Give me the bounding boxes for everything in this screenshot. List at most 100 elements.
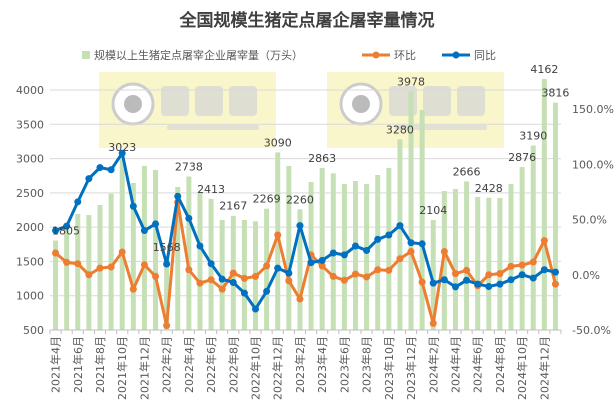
data-point	[518, 261, 526, 269]
bar	[397, 139, 403, 330]
bar	[75, 213, 81, 330]
data-label: 3280	[386, 123, 414, 136]
axes: 500 1000 1500 2000 2500 3000 3500 4000 -50.0% 0.0…	[16, 84, 614, 400]
data-point	[429, 319, 437, 327]
data-point	[218, 275, 226, 283]
data-point	[207, 276, 215, 284]
data-point	[463, 266, 471, 274]
data-point	[129, 202, 137, 210]
bar	[186, 176, 192, 330]
bar	[164, 256, 170, 330]
data-point	[318, 262, 326, 270]
data-point	[329, 249, 337, 257]
data-point	[529, 258, 537, 266]
legend-item: 规模以上生猪定点屠宰企业屠宰量（万头）	[82, 48, 303, 62]
data-point	[518, 271, 526, 279]
data-point	[374, 235, 382, 243]
data-point	[196, 242, 204, 250]
x-tick-label: 2023年10月	[382, 336, 396, 400]
legend-item: 同比	[442, 49, 496, 62]
data-point	[218, 285, 226, 293]
bar	[375, 175, 381, 330]
data-label: 4162	[530, 63, 558, 76]
data-point	[507, 262, 515, 270]
x-tick-label: 2023年12月	[404, 336, 418, 400]
data-point	[440, 276, 448, 284]
data-point	[551, 280, 559, 288]
data-point	[340, 276, 348, 284]
data-point	[229, 269, 237, 277]
x-tick-label: 2024年6月	[471, 336, 485, 393]
legend-item: 环比	[362, 49, 416, 62]
bar	[130, 182, 136, 330]
y-left-tick-label: 1000	[16, 290, 44, 303]
x-tick-label: 2024年2月	[426, 336, 440, 393]
data-label: 3978	[397, 76, 425, 89]
bar	[419, 110, 425, 330]
data-point	[529, 274, 537, 282]
bar	[153, 170, 159, 330]
data-point	[152, 272, 160, 280]
logo-glyph	[229, 86, 257, 116]
data-point	[451, 283, 459, 291]
data-point	[329, 272, 337, 280]
bar	[541, 78, 547, 331]
bar	[175, 187, 181, 330]
bar	[408, 91, 414, 330]
data-point	[63, 258, 71, 266]
watermark	[99, 72, 276, 148]
data-point	[207, 260, 215, 268]
x-tick-label: 2021年8月	[93, 336, 107, 393]
bar	[508, 184, 514, 330]
legend: 规模以上生猪定点屠宰企业屠宰量（万头） 环比 同比	[82, 48, 496, 62]
logo-glyph	[195, 86, 223, 116]
svg-text:规模以上生猪定点屠宰企业屠宰量（万头）: 规模以上生猪定点屠宰企业屠宰量（万头）	[94, 48, 303, 62]
y-right-tick-label: -50.0%	[572, 324, 611, 337]
data-point	[363, 273, 371, 281]
y-right-tick-label: 50.0%	[572, 214, 607, 227]
data-label: 2428	[475, 182, 503, 195]
data-point	[285, 277, 293, 285]
data-point	[118, 248, 126, 256]
data-point	[185, 266, 193, 274]
y-left-tick-label: 3500	[16, 118, 44, 131]
data-point	[52, 227, 60, 235]
data-point	[96, 264, 104, 272]
data-label: 3090	[264, 136, 292, 149]
series-line	[54, 151, 556, 311]
data-point	[396, 222, 404, 230]
bar	[352, 180, 358, 330]
data-label: 2167	[219, 200, 247, 213]
line-series	[52, 149, 559, 330]
data-label: 2738	[175, 161, 203, 174]
bar	[364, 184, 370, 330]
data-point	[385, 231, 393, 239]
data-label: 2269	[253, 193, 281, 206]
data-point	[407, 239, 415, 247]
bar	[486, 197, 492, 330]
data-label: 3190	[519, 130, 547, 143]
bar	[297, 209, 303, 330]
series-line	[54, 200, 557, 328]
data-label: 2876	[508, 151, 536, 164]
bar	[119, 156, 125, 330]
data-point	[63, 222, 71, 230]
x-tick-label: 2024年8月	[493, 336, 507, 393]
bar	[53, 240, 59, 330]
data-label: 2260	[286, 193, 314, 206]
x-tick-label: 2022年10月	[249, 336, 263, 400]
data-point	[307, 259, 315, 267]
bar	[519, 167, 525, 330]
data-point	[274, 231, 282, 239]
data-point	[551, 268, 559, 276]
data-label: 2666	[453, 165, 481, 178]
data-point	[263, 262, 271, 270]
data-point	[418, 278, 426, 286]
data-point	[396, 255, 404, 263]
data-label: 2413	[197, 183, 225, 196]
data-point	[363, 246, 371, 254]
data-point	[418, 240, 426, 248]
data-label: 3816	[541, 87, 569, 100]
bar	[552, 102, 558, 330]
data-label: 1568	[153, 241, 181, 254]
